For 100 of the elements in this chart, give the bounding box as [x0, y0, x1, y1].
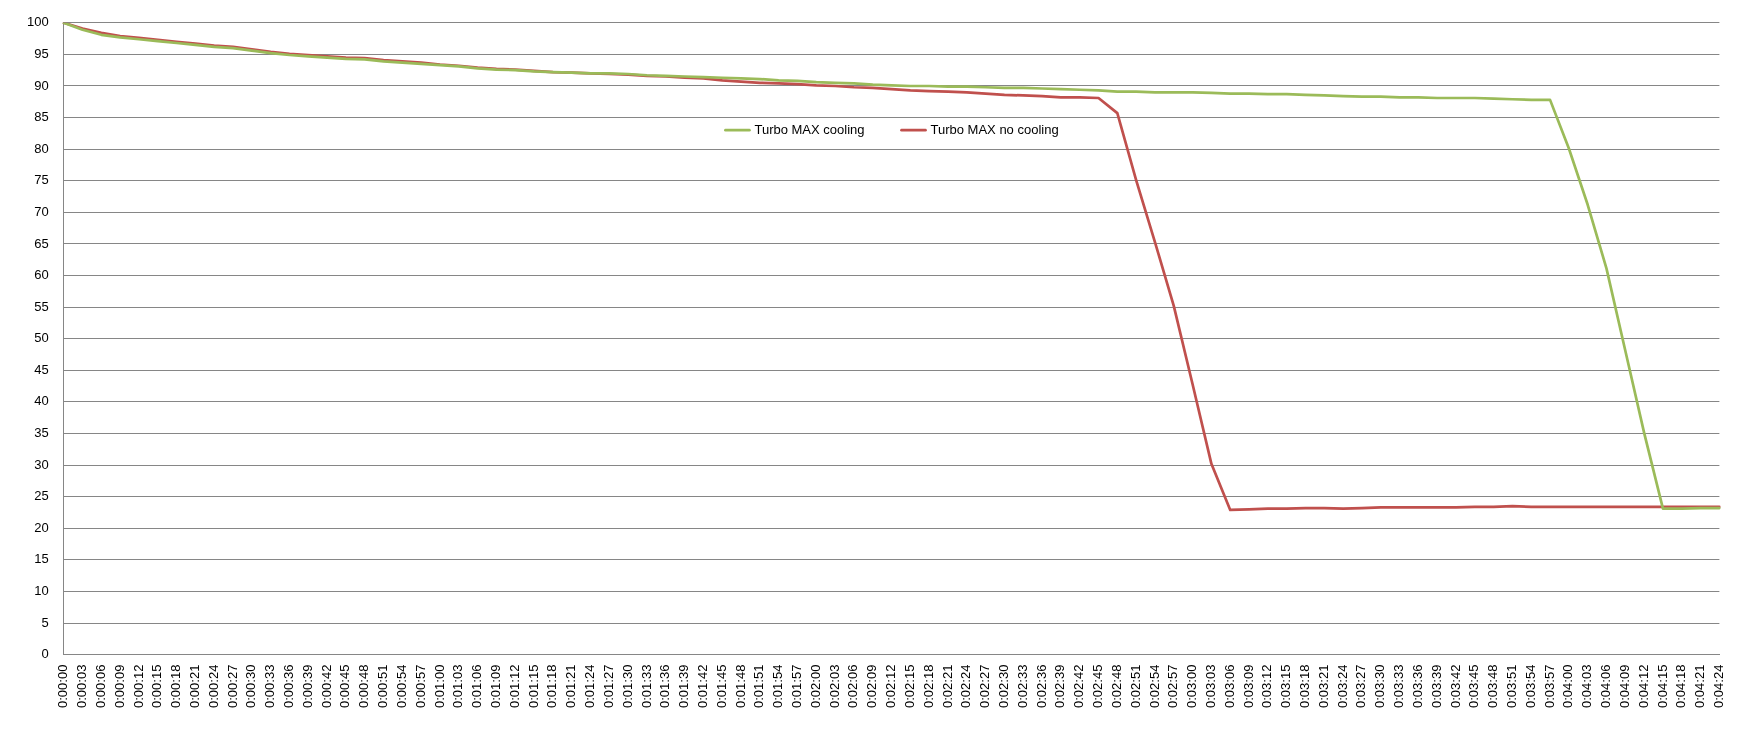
x-tick-label: 0:04:12: [1635, 664, 1651, 708]
x-tick-label: 0:00:48: [356, 664, 372, 708]
x-tick-label: 0:02:15: [901, 664, 917, 708]
x-tick-label: 0:01:21: [563, 664, 579, 708]
x-tick-label: 0:03:27: [1353, 664, 1369, 708]
x-tick-label: 0:00:57: [412, 664, 428, 708]
y-tick-label: 100: [26, 14, 49, 30]
x-tick-label: 0:04:09: [1616, 664, 1632, 708]
x-tick-label: 0:02:12: [883, 664, 899, 708]
x-tick-label: 0:01:51: [751, 664, 767, 708]
y-tick-label: 90: [34, 77, 49, 93]
x-tick-label: 0:04:15: [1654, 664, 1670, 708]
x-tick-label: 0:00:33: [262, 664, 278, 708]
y-tick-label: 15: [34, 551, 49, 567]
x-tick-label: 0:04:06: [1598, 664, 1614, 708]
x-tick-label: 0:03:42: [1447, 664, 1463, 708]
x-tick-label: 0:02:39: [1052, 664, 1068, 708]
x-tick-label: 0:03:06: [1221, 664, 1237, 708]
y-tick-label: 30: [34, 456, 49, 472]
x-tick-label: 0:01:33: [638, 664, 654, 708]
x-tick-label: 0:00:00: [55, 664, 71, 708]
x-tick-label: 0:03:15: [1278, 664, 1294, 708]
x-tick-label: 0:02:21: [939, 664, 955, 708]
x-tick-label: 0:00:30: [243, 664, 259, 708]
x-tick-label: 0:00:39: [299, 664, 315, 708]
x-tick-label: 0:03:00: [1184, 664, 1200, 708]
x-tick-label: 0:03:36: [1409, 664, 1425, 708]
x-tick-label: 0:03:18: [1297, 664, 1313, 708]
legend-label: Turbo MAX no cooling: [930, 121, 1059, 137]
x-tick-label: 0:02:18: [920, 664, 936, 708]
y-tick-label: 25: [34, 488, 49, 504]
x-tick-label: 0:01:36: [657, 664, 673, 708]
x-tick-label: 0:01:00: [431, 664, 447, 708]
x-tick-label: 0:03:54: [1522, 664, 1538, 708]
x-tick-label: 0:01:27: [600, 664, 616, 708]
x-tick-label: 0:02:54: [1146, 664, 1162, 708]
x-tick-label: 0:02:06: [845, 664, 861, 708]
legend-label: Turbo MAX cooling: [754, 121, 865, 137]
x-tick-label: 0:03:33: [1391, 664, 1407, 708]
x-tick-label: 0:01:39: [676, 664, 692, 708]
x-tick-label: 0:02:24: [958, 664, 974, 708]
y-tick-label: 20: [34, 519, 49, 535]
x-tick-label: 0:02:03: [826, 664, 842, 708]
x-tick-label: 0:03:03: [1202, 664, 1218, 708]
x-tick-label: 0:04:00: [1560, 664, 1576, 708]
x-tick-label: 0:03:30: [1372, 664, 1388, 708]
x-tick-label: 0:00:36: [281, 664, 297, 708]
x-tick-label: 0:02:57: [1165, 664, 1181, 708]
x-tick-label: 0:04:24: [1710, 664, 1726, 708]
x-tick-label: 0:03:48: [1485, 664, 1501, 708]
x-tick-label: 0:00:18: [168, 664, 184, 708]
y-tick-label: 75: [34, 172, 49, 188]
x-tick-label: 0:03:21: [1315, 664, 1331, 708]
x-tick-label: 0:01:42: [694, 664, 710, 708]
x-tick-label: 0:01:15: [525, 664, 541, 708]
x-tick-label: 0:01:12: [506, 664, 522, 708]
y-tick-label: 35: [34, 425, 49, 441]
x-tick-label: 0:02:09: [864, 664, 880, 708]
x-tick-label: 0:02:45: [1090, 664, 1106, 708]
x-tick-label: 0:03:51: [1504, 664, 1520, 708]
x-tick-label: 0:02:30: [996, 664, 1012, 708]
x-tick-label: 0:03:57: [1541, 664, 1557, 708]
y-tick-label: 40: [34, 393, 49, 409]
x-tick-label: 0:01:57: [789, 664, 805, 708]
x-tick-label: 0:01:03: [450, 664, 466, 708]
x-tick-label: 0:03:39: [1428, 664, 1444, 708]
y-tick-label: 5: [41, 614, 49, 630]
y-tick-label: 45: [34, 361, 49, 377]
x-tick-label: 0:03:09: [1240, 664, 1256, 708]
x-tick-label: 0:00:12: [130, 664, 146, 708]
y-tick-label: 0: [41, 646, 49, 662]
y-tick-label: 60: [34, 267, 49, 283]
x-tick-label: 0:04:18: [1673, 664, 1689, 708]
x-tick-label: 0:02:27: [977, 664, 993, 708]
x-tick-label: 0:00:51: [375, 664, 391, 708]
y-tick-label: 10: [34, 583, 49, 599]
x-tick-label: 0:01:24: [582, 664, 598, 708]
x-tick-label: 0:01:30: [619, 664, 635, 708]
x-tick-label: 0:02:36: [1033, 664, 1049, 708]
x-tick-label: 0:00:42: [318, 664, 334, 708]
x-tick-label: 0:01:18: [544, 664, 560, 708]
x-tick-label: 0:00:54: [393, 664, 409, 708]
y-tick-label: 50: [34, 330, 49, 346]
y-tick-label: 65: [34, 235, 49, 251]
x-tick-label: 0:00:27: [224, 664, 240, 708]
x-tick-label: 0:04:03: [1579, 664, 1595, 708]
x-tick-label: 0:00:03: [74, 664, 90, 708]
x-tick-label: 0:03:12: [1259, 664, 1275, 708]
x-tick-label: 0:01:09: [488, 664, 504, 708]
x-tick-label: 0:01:45: [713, 664, 729, 708]
y-tick-label: 80: [34, 140, 49, 156]
x-tick-label: 0:02:33: [1014, 664, 1030, 708]
x-tick-label: 0:02:00: [807, 664, 823, 708]
y-tick-label: 70: [34, 203, 49, 219]
y-tick-label: 85: [34, 109, 49, 125]
x-tick-label: 0:01:06: [469, 664, 485, 708]
x-tick-label: 0:00:09: [111, 664, 127, 708]
x-tick-label: 0:03:24: [1334, 664, 1350, 708]
x-tick-label: 0:00:21: [186, 664, 202, 708]
x-tick-label: 0:00:15: [149, 664, 165, 708]
